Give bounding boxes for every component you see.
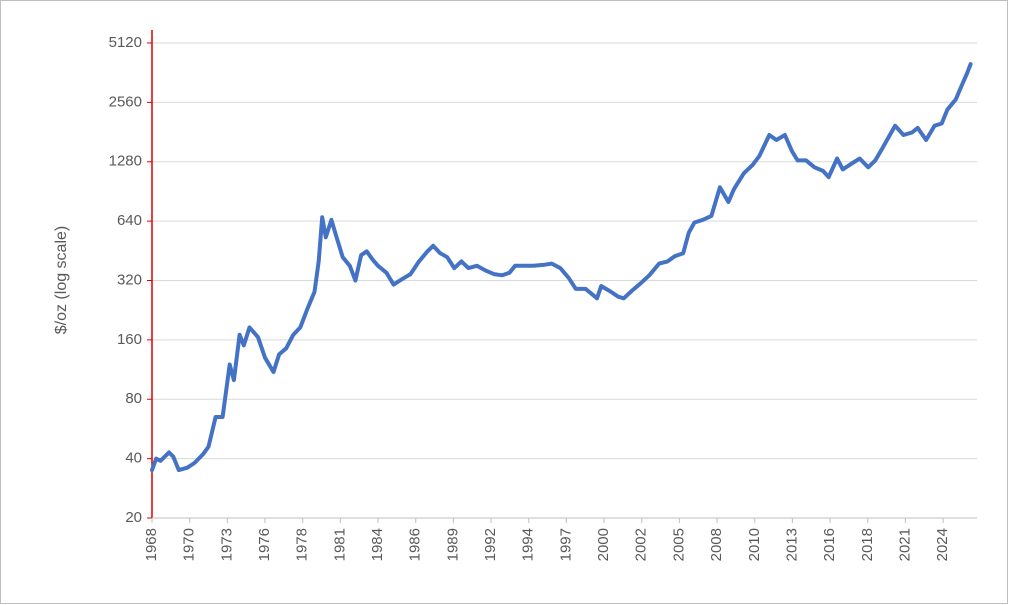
x-tick-label: 2008	[708, 528, 725, 561]
x-tick-label: 1968	[143, 528, 160, 561]
x-tick-label: 1984	[369, 528, 386, 561]
x-tick-label: 1992	[482, 528, 499, 561]
x-tick-label: 2024	[934, 528, 951, 561]
x-tick-label: 1976	[256, 528, 273, 561]
x-tick-label: 2010	[746, 528, 763, 561]
y-tick-label: 640	[117, 212, 142, 229]
x-tick-label: 2013	[783, 528, 800, 561]
x-tick-label: 1981	[331, 528, 348, 561]
y-tick-label: 1280	[109, 153, 142, 170]
y-tick-label: 40	[125, 450, 142, 467]
y-tick-label: 5120	[109, 34, 142, 51]
x-tick-label: 1989	[444, 528, 461, 561]
x-tick-label: 1994	[520, 528, 537, 561]
x-tick-label: 2016	[821, 528, 838, 561]
x-tick-label: 1973	[218, 528, 235, 561]
y-tick-label: 20	[125, 509, 142, 526]
x-tick-label: 2005	[670, 528, 687, 561]
y-tick-label: 80	[125, 390, 142, 407]
x-tick-label: 2000	[595, 528, 612, 561]
y-tick-label: 160	[117, 331, 142, 348]
series-line	[150, 62, 973, 473]
x-tick-label: 1978	[294, 528, 311, 561]
x-tick-label: 1970	[181, 528, 198, 561]
y-tick-label: 2560	[109, 93, 142, 110]
y-axis-label: $/oz (log scale)	[53, 226, 70, 335]
x-tick-label: 1997	[557, 528, 574, 561]
x-tick-label: 2018	[859, 528, 876, 561]
x-tick-label: 2002	[633, 528, 650, 561]
x-tick-label: 2021	[896, 528, 913, 561]
x-tick-label: 1986	[407, 528, 424, 561]
y-tick-label: 320	[117, 271, 142, 288]
